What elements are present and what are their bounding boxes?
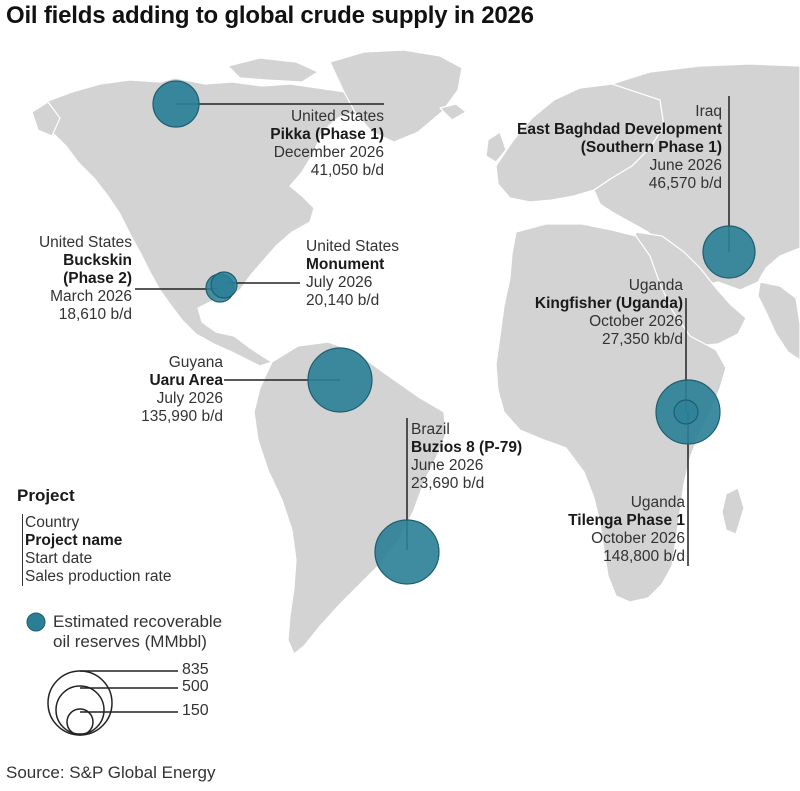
size-label-150: 150 (182, 702, 209, 719)
south-america (253, 341, 447, 655)
label-start-date: June 2026 (411, 457, 484, 474)
label-project-name-2: (Southern Phase 1) (580, 139, 722, 156)
label-project-name: East Baghdad Development (517, 121, 722, 138)
label-tilenga: Uganda Tilenga Phase 1 October 2026 148,… (568, 494, 685, 566)
legend-bubble-label-1: Estimated recoverable (53, 612, 223, 631)
legend-title: Project (17, 486, 75, 505)
bubble-buzios (374, 519, 440, 585)
legend-bubble-icon (26, 612, 46, 632)
label-start-date: December 2026 (273, 144, 384, 161)
label-start-date: July 2026 (156, 390, 223, 407)
label-start-date: October 2026 (589, 313, 683, 330)
legend-key-country: Country (25, 514, 80, 531)
label-project-name: Buzios 8 (P-79) (411, 439, 523, 456)
africa (495, 223, 727, 603)
label-project-name: Monument (306, 256, 385, 273)
alaska-west (31, 101, 61, 137)
label-rate: 27,350 kb/d (601, 331, 683, 348)
label-east-baghdad: Iraq East Baghdad Development (Southern … (517, 103, 722, 193)
land-masses (31, 49, 800, 655)
label-start-date: June 2026 (649, 157, 722, 174)
legend-bubble-label: Estimated recoverable oil reserves (MMbb… (53, 612, 222, 652)
legend-key-project-name: Project name (25, 532, 123, 549)
bubble-uaru (307, 347, 373, 413)
label-project-name: Uaru Area (149, 372, 223, 389)
label-start-date: October 2026 (591, 530, 685, 547)
label-country: United States (38, 234, 132, 251)
legend-graphics (26, 612, 178, 736)
label-project-name: Kingfisher (Uganda) (534, 295, 683, 312)
label-pikka: United States Pikka (Phase 1) December 2… (270, 108, 384, 180)
size-circle-500 (55, 685, 105, 735)
iceland (439, 103, 467, 121)
reserve-bubbles (152, 80, 756, 585)
label-monument: United States Monument July 2026 20,140 … (306, 238, 399, 310)
label-project-name: Buckskin (63, 252, 132, 269)
bubble-monument (210, 271, 238, 299)
label-rate: 148,800 b/d (603, 548, 685, 565)
bubble-east-baghdad (702, 225, 756, 279)
label-project-name-2: (Phase 2) (63, 270, 132, 287)
label-project-name: Tilenga Phase 1 (568, 512, 685, 529)
legend-key: Country Project name Start date Sales pr… (22, 514, 171, 586)
label-country: Guyana (168, 354, 223, 371)
label-country: Uganda (628, 277, 683, 294)
label-buckskin: United States Buckskin (Phase 2) March 2… (39, 234, 132, 324)
label-start-date: July 2026 (306, 274, 373, 291)
madagascar (721, 487, 745, 535)
greenland (329, 49, 463, 143)
size-legend-circles (47, 670, 178, 736)
legend-bubble-label-2: oil reserves (MMbbl) (53, 632, 207, 651)
label-rate: 46,570 b/d (648, 175, 722, 192)
label-kingfisher: Uganda Kingfisher (Uganda) October 2026 … (535, 277, 683, 349)
bubble-pikka (152, 80, 200, 128)
label-uaru: Guyana Uaru Area July 2026 135,990 b/d (141, 354, 223, 426)
size-circle-150 (66, 708, 94, 736)
label-buzios: Brazil Buzios 8 (P-79) June 2026 23,690 … (411, 421, 522, 493)
label-start-date: March 2026 (50, 288, 132, 305)
british-isles (485, 131, 507, 163)
label-country: Brazil (411, 421, 450, 438)
label-rate: 23,690 b/d (411, 475, 485, 492)
label-rate: 41,050 b/d (310, 162, 384, 179)
label-rate: 18,610 b/d (58, 306, 132, 323)
legend-key-rate: Sales production rate (25, 568, 172, 585)
label-country: Uganda (630, 494, 685, 511)
label-project-name: Pikka (Phase 1) (270, 126, 384, 143)
size-label-835: 835 (182, 661, 209, 678)
size-label-500: 500 (182, 678, 209, 695)
label-rate: 20,140 b/d (306, 292, 380, 309)
label-country: Iraq (695, 103, 722, 120)
india (757, 281, 800, 361)
label-country: United States (306, 238, 400, 255)
arctic-islands (227, 57, 319, 83)
bubble-kingfisher (673, 399, 699, 425)
source-note: Source: S&P Global Energy (6, 763, 216, 782)
legend-key-start-date: Start date (25, 550, 93, 567)
label-country: United States (290, 108, 384, 125)
chart-title: Oil fields adding to global crude supply… (6, 2, 534, 29)
label-rate: 135,990 b/d (141, 408, 223, 425)
